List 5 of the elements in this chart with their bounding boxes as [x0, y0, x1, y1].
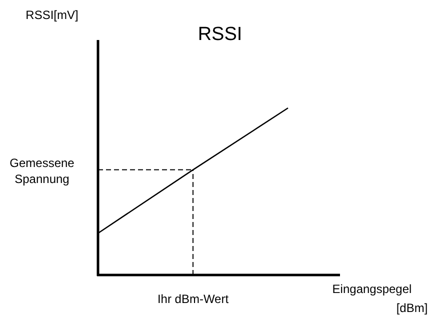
- text: Eingangspegel [dBm]: [332, 282, 428, 315]
- text: RSSI[mV]: [26, 8, 78, 22]
- chart-title: RSSI: [198, 24, 242, 45]
- text: Ihr dBm-Wert: [157, 292, 230, 306]
- ref-line-label: Gemessene Spannung: [10, 156, 75, 186]
